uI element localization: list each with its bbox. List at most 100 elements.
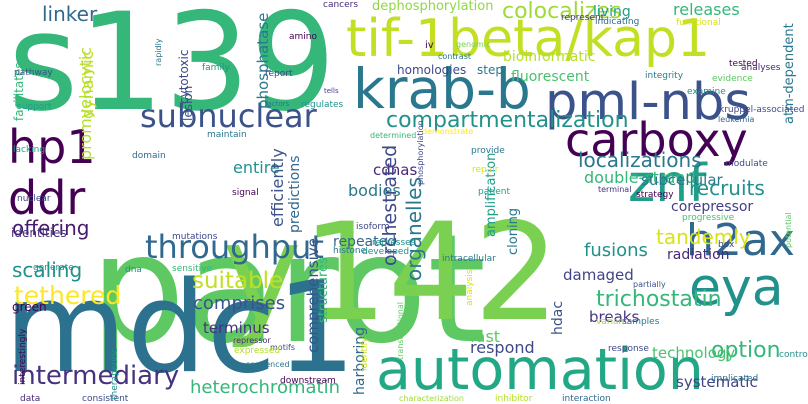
cloud-word: analyses xyxy=(741,63,781,73)
cloud-word: option xyxy=(711,338,781,363)
cloud-word: kruppel-associated xyxy=(719,105,805,115)
cloud-word: cloning xyxy=(506,207,521,255)
cloud-word: integrity xyxy=(645,71,684,81)
cloud-word: histone xyxy=(333,246,367,256)
cloud-word: intermediary xyxy=(12,361,180,391)
cloud-word: repair xyxy=(472,165,499,175)
cloud-word: promyelocytic xyxy=(76,46,95,160)
cloud-word: living xyxy=(593,4,631,20)
cloud-word: potential xyxy=(784,212,793,248)
cloud-word: localizations xyxy=(578,148,702,172)
cloud-word: analysis xyxy=(465,269,475,306)
cloud-word: ddr xyxy=(8,171,86,225)
cloud-word: strategy xyxy=(636,190,674,200)
cloud-word: linker xyxy=(42,2,98,26)
cloud-word: znf xyxy=(628,154,707,214)
cloud-word: provide xyxy=(471,146,505,156)
cloud-word: suitable xyxy=(192,268,284,294)
cloud-word: radiation xyxy=(667,247,730,263)
cloud-word: family xyxy=(202,63,230,73)
cloud-word: structures xyxy=(316,257,331,323)
cloud-word: isoform xyxy=(356,222,390,232)
cloud-word: offering xyxy=(12,216,90,240)
cloud-word: downstream xyxy=(280,376,336,386)
cloud-word: trichostatin xyxy=(596,287,722,312)
cloud-word: controls xyxy=(779,350,808,360)
cloud-word: pathway xyxy=(14,68,53,78)
cloud-word: nuclear xyxy=(17,194,51,204)
cloud-word: expressed xyxy=(234,346,281,356)
cloud-word: pml-nbs xyxy=(545,73,751,132)
cloud-word: fast xyxy=(470,327,501,346)
cloud-word: signal xyxy=(232,188,259,198)
cloud-word: parot xyxy=(90,203,487,377)
cloud-word: terminus xyxy=(203,319,270,337)
cloud-word: y142 xyxy=(222,194,560,351)
cloud-word: indicating xyxy=(595,17,640,27)
cloud-word: contrast xyxy=(438,52,471,61)
cloud-word: mutations xyxy=(172,232,218,242)
cloud-word: rapidly xyxy=(154,38,163,66)
cloud-word: comprises xyxy=(193,293,286,314)
cloud-word: developed xyxy=(362,247,410,257)
cloud-word: bioinformatic xyxy=(503,49,596,65)
cloud-word: organelles xyxy=(402,177,426,281)
cloud-word: phosphorylation xyxy=(416,120,425,185)
cloud-word: tif-1beta/kap1 xyxy=(346,9,711,69)
cloud-word: maintain xyxy=(207,130,247,140)
cloud-word: leukemia xyxy=(718,115,755,124)
cloud-word: hdac xyxy=(550,300,566,335)
cloud-word: data xyxy=(20,394,41,404)
cloud-word: characterization xyxy=(399,394,464,403)
cloud-word: lacking xyxy=(13,145,46,155)
cloud-word: compartmentalization xyxy=(386,108,629,133)
cloud-word: domain xyxy=(132,151,166,161)
cloud-word: intracellular xyxy=(442,254,496,264)
cloud-word: double-strand xyxy=(584,168,696,187)
cloud-word: partially xyxy=(633,280,666,289)
cloud-word: sensitive xyxy=(172,264,213,274)
cloud-word: recruits xyxy=(689,176,765,200)
cloud-word: cancers xyxy=(323,0,359,10)
cloud-word: therapeutic xyxy=(110,348,120,400)
cloud-word: h2ax xyxy=(686,215,795,266)
cloud-word: colocalizes xyxy=(502,0,622,24)
cloud-word: mdc1 xyxy=(4,254,357,401)
cloud-word: determined xyxy=(370,131,417,140)
cloud-word: releases xyxy=(673,0,740,19)
cloud-word: iv xyxy=(425,40,434,51)
cloud-word: report xyxy=(265,69,293,79)
cloud-word: hp1 xyxy=(8,120,96,174)
cloud-word: identify xyxy=(360,337,370,371)
cloud-word: tethered xyxy=(14,281,122,310)
cloud-word: scaling xyxy=(12,258,83,282)
cloud-word: homologies xyxy=(397,63,467,77)
cloud-word: lesion xyxy=(181,85,195,121)
cloud-word: automation xyxy=(376,337,704,403)
cloud-word: implicated xyxy=(711,374,759,384)
cloud-word: samples xyxy=(622,317,660,327)
cloud-word: dna xyxy=(125,265,142,275)
cloud-word: green xyxy=(12,300,47,314)
cloud-word: technology xyxy=(652,344,736,362)
cloud-word: generate xyxy=(33,263,74,273)
cloud-word: terminal xyxy=(598,185,632,194)
cloud-word: identities xyxy=(11,226,67,240)
cloud-word: amino xyxy=(289,32,317,42)
cloud-word: systematic xyxy=(676,373,758,391)
cloud-word: efficiently xyxy=(268,148,287,227)
cloud-word: fusions xyxy=(584,240,648,261)
cloud-word: eya xyxy=(689,258,784,318)
cloud-word: variant xyxy=(596,317,628,327)
cloud-word: phosphatase xyxy=(254,12,272,109)
cloud-word: s139 xyxy=(8,0,337,141)
cloud-word: tells xyxy=(324,87,339,95)
cloud-word: modulate xyxy=(725,159,768,169)
cloud-word: heterochromatin xyxy=(190,377,340,398)
cloud-word: regulates xyxy=(301,100,344,110)
cloud-word: predictions xyxy=(287,155,303,233)
cloud-word: respond xyxy=(470,338,535,357)
cloud-word: repeated xyxy=(333,234,397,250)
cloud-word: sequenced xyxy=(246,360,290,369)
